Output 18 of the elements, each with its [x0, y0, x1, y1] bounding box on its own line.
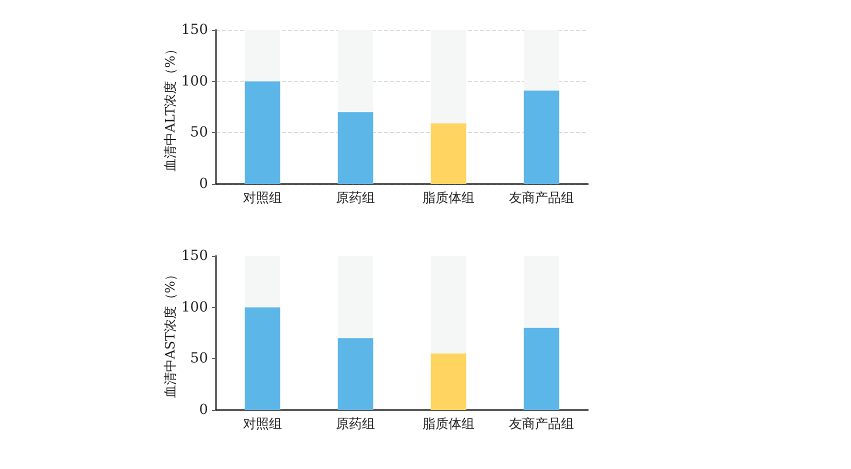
x-tick-label: 对照组: [243, 417, 282, 432]
y-tick-label: 100: [181, 299, 208, 316]
x-tick-label: 友商产品组: [509, 417, 574, 432]
y-tick-label: 50: [190, 350, 208, 367]
x-tick-label: 脂质体组: [422, 191, 474, 206]
x-tick-label: 原药组: [336, 191, 375, 206]
x-tick-label: 原药组: [336, 417, 375, 432]
y-tick-label: 50: [190, 124, 208, 141]
y-tick-label: 150: [181, 248, 208, 264]
y-tick-label: 0: [199, 176, 208, 192]
y-tick-label: 150: [181, 22, 208, 38]
y-axis-title: 血清中ALT浓度（%）: [162, 42, 178, 172]
y-axis-title: 血清中AST浓度（%）: [162, 268, 178, 398]
x-tick-label: 脂质体组: [422, 417, 474, 432]
x-tick-label: 友商产品组: [509, 191, 574, 206]
x-tick-label: 对照组: [243, 191, 282, 206]
y-tick-label: 0: [199, 402, 208, 418]
y-tick-label: 100: [181, 73, 208, 90]
